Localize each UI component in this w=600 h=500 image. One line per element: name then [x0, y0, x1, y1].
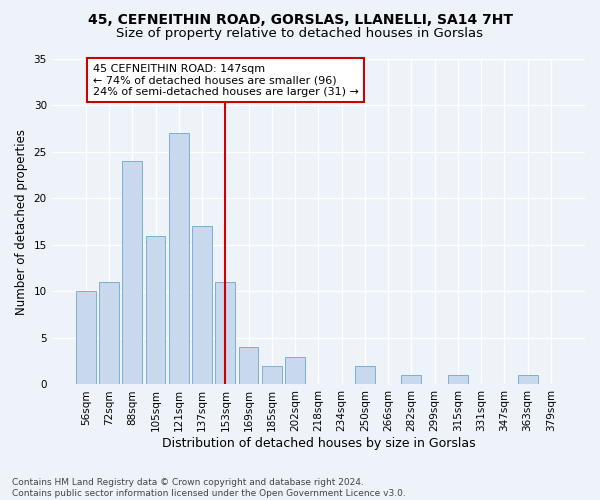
Bar	[285, 356, 305, 384]
Bar	[122, 162, 142, 384]
Bar	[448, 375, 468, 384]
Bar	[192, 226, 212, 384]
Text: Contains HM Land Registry data © Crown copyright and database right 2024.
Contai: Contains HM Land Registry data © Crown c…	[12, 478, 406, 498]
Text: Size of property relative to detached houses in Gorslas: Size of property relative to detached ho…	[116, 28, 484, 40]
Text: 45, CEFNEITHIN ROAD, GORSLAS, LLANELLI, SA14 7HT: 45, CEFNEITHIN ROAD, GORSLAS, LLANELLI, …	[88, 12, 512, 26]
Bar	[146, 236, 166, 384]
Bar	[401, 375, 421, 384]
Bar	[76, 292, 95, 384]
Text: 45 CEFNEITHIN ROAD: 147sqm
← 74% of detached houses are smaller (96)
24% of semi: 45 CEFNEITHIN ROAD: 147sqm ← 74% of deta…	[93, 64, 359, 97]
X-axis label: Distribution of detached houses by size in Gorslas: Distribution of detached houses by size …	[161, 437, 475, 450]
Y-axis label: Number of detached properties: Number of detached properties	[15, 128, 28, 314]
Bar	[215, 282, 235, 384]
Bar	[518, 375, 538, 384]
Bar	[355, 366, 375, 384]
Bar	[239, 348, 259, 385]
Bar	[99, 282, 119, 384]
Bar	[262, 366, 282, 384]
Bar	[169, 134, 188, 384]
